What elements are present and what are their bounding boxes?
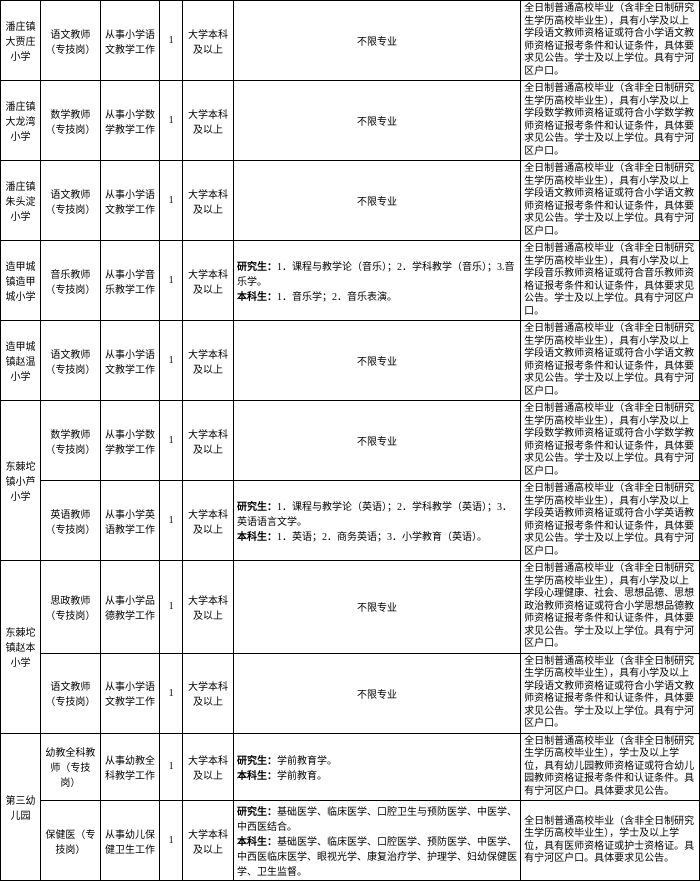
major-cell: 研究生：1．课程与教学论（音乐）；2．学科教学（音乐）；3.音乐学。本科生：1．…: [233, 241, 520, 321]
school-cell: 潘庄镇大龙湾小学: [1, 81, 41, 161]
school-cell: 造甲城镇造甲城小学: [1, 241, 41, 321]
requirement-cell: 全日制普通高校毕业（含非全日制研究生学历高校毕业生），具有小学及以上学段语文教师…: [521, 1, 700, 81]
count-cell: 1: [160, 561, 183, 654]
position-cell: 保健医（专技岗）: [41, 801, 101, 881]
work-cell: 从事小学语文教学工作: [100, 161, 160, 241]
position-cell: 英语教师（专技岗）: [41, 481, 101, 561]
education-cell: 大学本科及以上: [183, 241, 234, 321]
major-cell: 不限专业: [233, 81, 520, 161]
count-cell: 1: [160, 653, 183, 733]
count-cell: 1: [160, 1, 183, 81]
education-cell: 大学本科及以上: [183, 81, 234, 161]
major-cell: 研究生：基础医学、临床医学、口腔卫生与预防医学、中医学、中西医结合。本科生：基础…: [233, 801, 520, 881]
position-cell: 语文教师（专技岗）: [41, 1, 101, 81]
education-cell: 大学本科及以上: [183, 733, 234, 801]
major-cell: 研究生：1．课程与教学论（英语）；2．学科教学（英语）；3．英语语言文学。本科生…: [233, 481, 520, 561]
table-row: 东棘坨镇赵本小学思政教师（专技岗）从事小学品德教学工作1大学本科及以上不限专业全…: [1, 561, 700, 654]
school-cell: 造甲城镇赵温小学: [1, 321, 41, 401]
table-row: 潘庄镇大贾庄小学语文教师（专技岗）从事小学语文教学工作1大学本科及以上不限专业全…: [1, 1, 700, 81]
position-cell: 语文教师（专技岗）: [41, 321, 101, 401]
work-cell: 从事小学语文教学工作: [100, 321, 160, 401]
work-cell: 从事幼教全科教学工作: [100, 733, 160, 801]
table-row: 潘庄镇朱头淀小学语文教师（专技岗）从事小学语文教学工作1大学本科及以上不限专业全…: [1, 161, 700, 241]
table-row: 英语教师（专技岗）从事小学英语教学工作1大学本科及以上研究生：1．课程与教学论（…: [1, 481, 700, 561]
position-cell: 数学教师（专技岗）: [41, 401, 101, 481]
requirement-cell: 全日制普通高校毕业（含非全日制研究生学历高校毕业生），具有小学及以上学段数学教师…: [521, 81, 700, 161]
requirement-cell: 全日制普通高校毕业（含非全日制研究生学历高校毕业生），具有小学及以上学段语文教师…: [521, 161, 700, 241]
education-cell: 大学本科及以上: [183, 161, 234, 241]
work-cell: 从事小学数学教学工作: [100, 401, 160, 481]
count-cell: 1: [160, 801, 183, 881]
work-cell: 从事小学音乐教学工作: [100, 241, 160, 321]
work-cell: 从事小学英语教学工作: [100, 481, 160, 561]
education-cell: 大学本科及以上: [183, 481, 234, 561]
major-cell: 不限专业: [233, 401, 520, 481]
work-cell: 从事小学数学教学工作: [100, 81, 160, 161]
table-row: 造甲城镇赵温小学语文教师（专技岗）从事小学语文教学工作1大学本科及以上不限专业全…: [1, 321, 700, 401]
school-cell: 潘庄镇大贾庄小学: [1, 1, 41, 81]
table-row: 东棘坨镇小芦小学数学教师（专技岗）从事小学数学教学工作1大学本科及以上不限专业全…: [1, 401, 700, 481]
recruitment-table: 潘庄镇大贾庄小学语文教师（专技岗）从事小学语文教学工作1大学本科及以上不限专业全…: [0, 0, 700, 881]
position-cell: 语文教师（专技岗）: [41, 161, 101, 241]
school-cell: 东棘坨镇赵本小学: [1, 561, 41, 734]
school-cell: 第三幼儿园: [1, 733, 41, 881]
major-cell: 不限专业: [233, 653, 520, 733]
requirement-cell: 全日制普通高校毕业（含非全日制研究生学历高校毕业生），具有小学及以上学段语文教师…: [521, 653, 700, 733]
count-cell: 1: [160, 241, 183, 321]
position-cell: 思政教师（专技岗）: [41, 561, 101, 654]
education-cell: 大学本科及以上: [183, 801, 234, 881]
work-cell: 从事小学语文教学工作: [100, 653, 160, 733]
count-cell: 1: [160, 321, 183, 401]
position-cell: 语文教师（专技岗）: [41, 653, 101, 733]
table-row: 第三幼儿园幼教全科教师（专技岗）从事幼教全科教学工作1大学本科及以上研究生：学前…: [1, 733, 700, 801]
school-cell: 东棘坨镇小芦小学: [1, 401, 41, 561]
position-cell: 音乐教师（专技岗）: [41, 241, 101, 321]
work-cell: 从事小学语文教学工作: [100, 1, 160, 81]
count-cell: 1: [160, 481, 183, 561]
count-cell: 1: [160, 81, 183, 161]
requirement-cell: 全日制普通高校毕业（含非全日制研究生学历高校毕业生），具有小学及以上学段英语教师…: [521, 481, 700, 561]
major-cell: 不限专业: [233, 161, 520, 241]
education-cell: 大学本科及以上: [183, 653, 234, 733]
education-cell: 大学本科及以上: [183, 321, 234, 401]
position-cell: 数学教师（专技岗）: [41, 81, 101, 161]
major-cell: 不限专业: [233, 1, 520, 81]
education-cell: 大学本科及以上: [183, 401, 234, 481]
requirement-cell: 全日制普通高校毕业（含非全日制研究生学历高校毕业生），具有小学及以上学段心理健康…: [521, 561, 700, 654]
education-cell: 大学本科及以上: [183, 1, 234, 81]
count-cell: 1: [160, 161, 183, 241]
requirement-cell: 全日制普通高校毕业（含非全日制研究生学历高校毕业生），具有小学及以上学段数学教师…: [521, 401, 700, 481]
position-cell: 幼教全科教师（专技岗）: [41, 733, 101, 801]
table-row: 造甲城镇造甲城小学音乐教师（专技岗）从事小学音乐教学工作1大学本科及以上研究生：…: [1, 241, 700, 321]
education-cell: 大学本科及以上: [183, 561, 234, 654]
table-row: 潘庄镇大龙湾小学数学教师（专技岗）从事小学数学教学工作1大学本科及以上不限专业全…: [1, 81, 700, 161]
requirement-cell: 全日制普通高校毕业（含非全日制研究生学历高校毕业生），具有小学及以上学段音乐教师…: [521, 241, 700, 321]
requirement-cell: 全日制普通高校毕业（含非全日制研究生学历高校毕业生），学士及以上学位，具有医师资…: [521, 801, 700, 881]
work-cell: 从事小学品德教学工作: [100, 561, 160, 654]
requirement-cell: 全日制普通高校毕业（含非全日制研究生学历高校毕业生），学士及以上学位，具有幼儿园…: [521, 733, 700, 801]
major-cell: 不限专业: [233, 561, 520, 654]
major-cell: 研究生：学前教育学。本科生：学前教育。: [233, 733, 520, 801]
table-row: 保健医（专技岗）从事幼儿保健卫生工作1大学本科及以上研究生：基础医学、临床医学、…: [1, 801, 700, 881]
major-cell: 不限专业: [233, 321, 520, 401]
table-row: 语文教师（专技岗）从事小学语文教学工作1大学本科及以上不限专业全日制普通高校毕业…: [1, 653, 700, 733]
school-cell: 潘庄镇朱头淀小学: [1, 161, 41, 241]
count-cell: 1: [160, 401, 183, 481]
work-cell: 从事幼儿保健卫生工作: [100, 801, 160, 881]
requirement-cell: 全日制普通高校毕业（含非全日制研究生学历高校毕业生），具有小学及以上学段语文教师…: [521, 321, 700, 401]
count-cell: 1: [160, 733, 183, 801]
